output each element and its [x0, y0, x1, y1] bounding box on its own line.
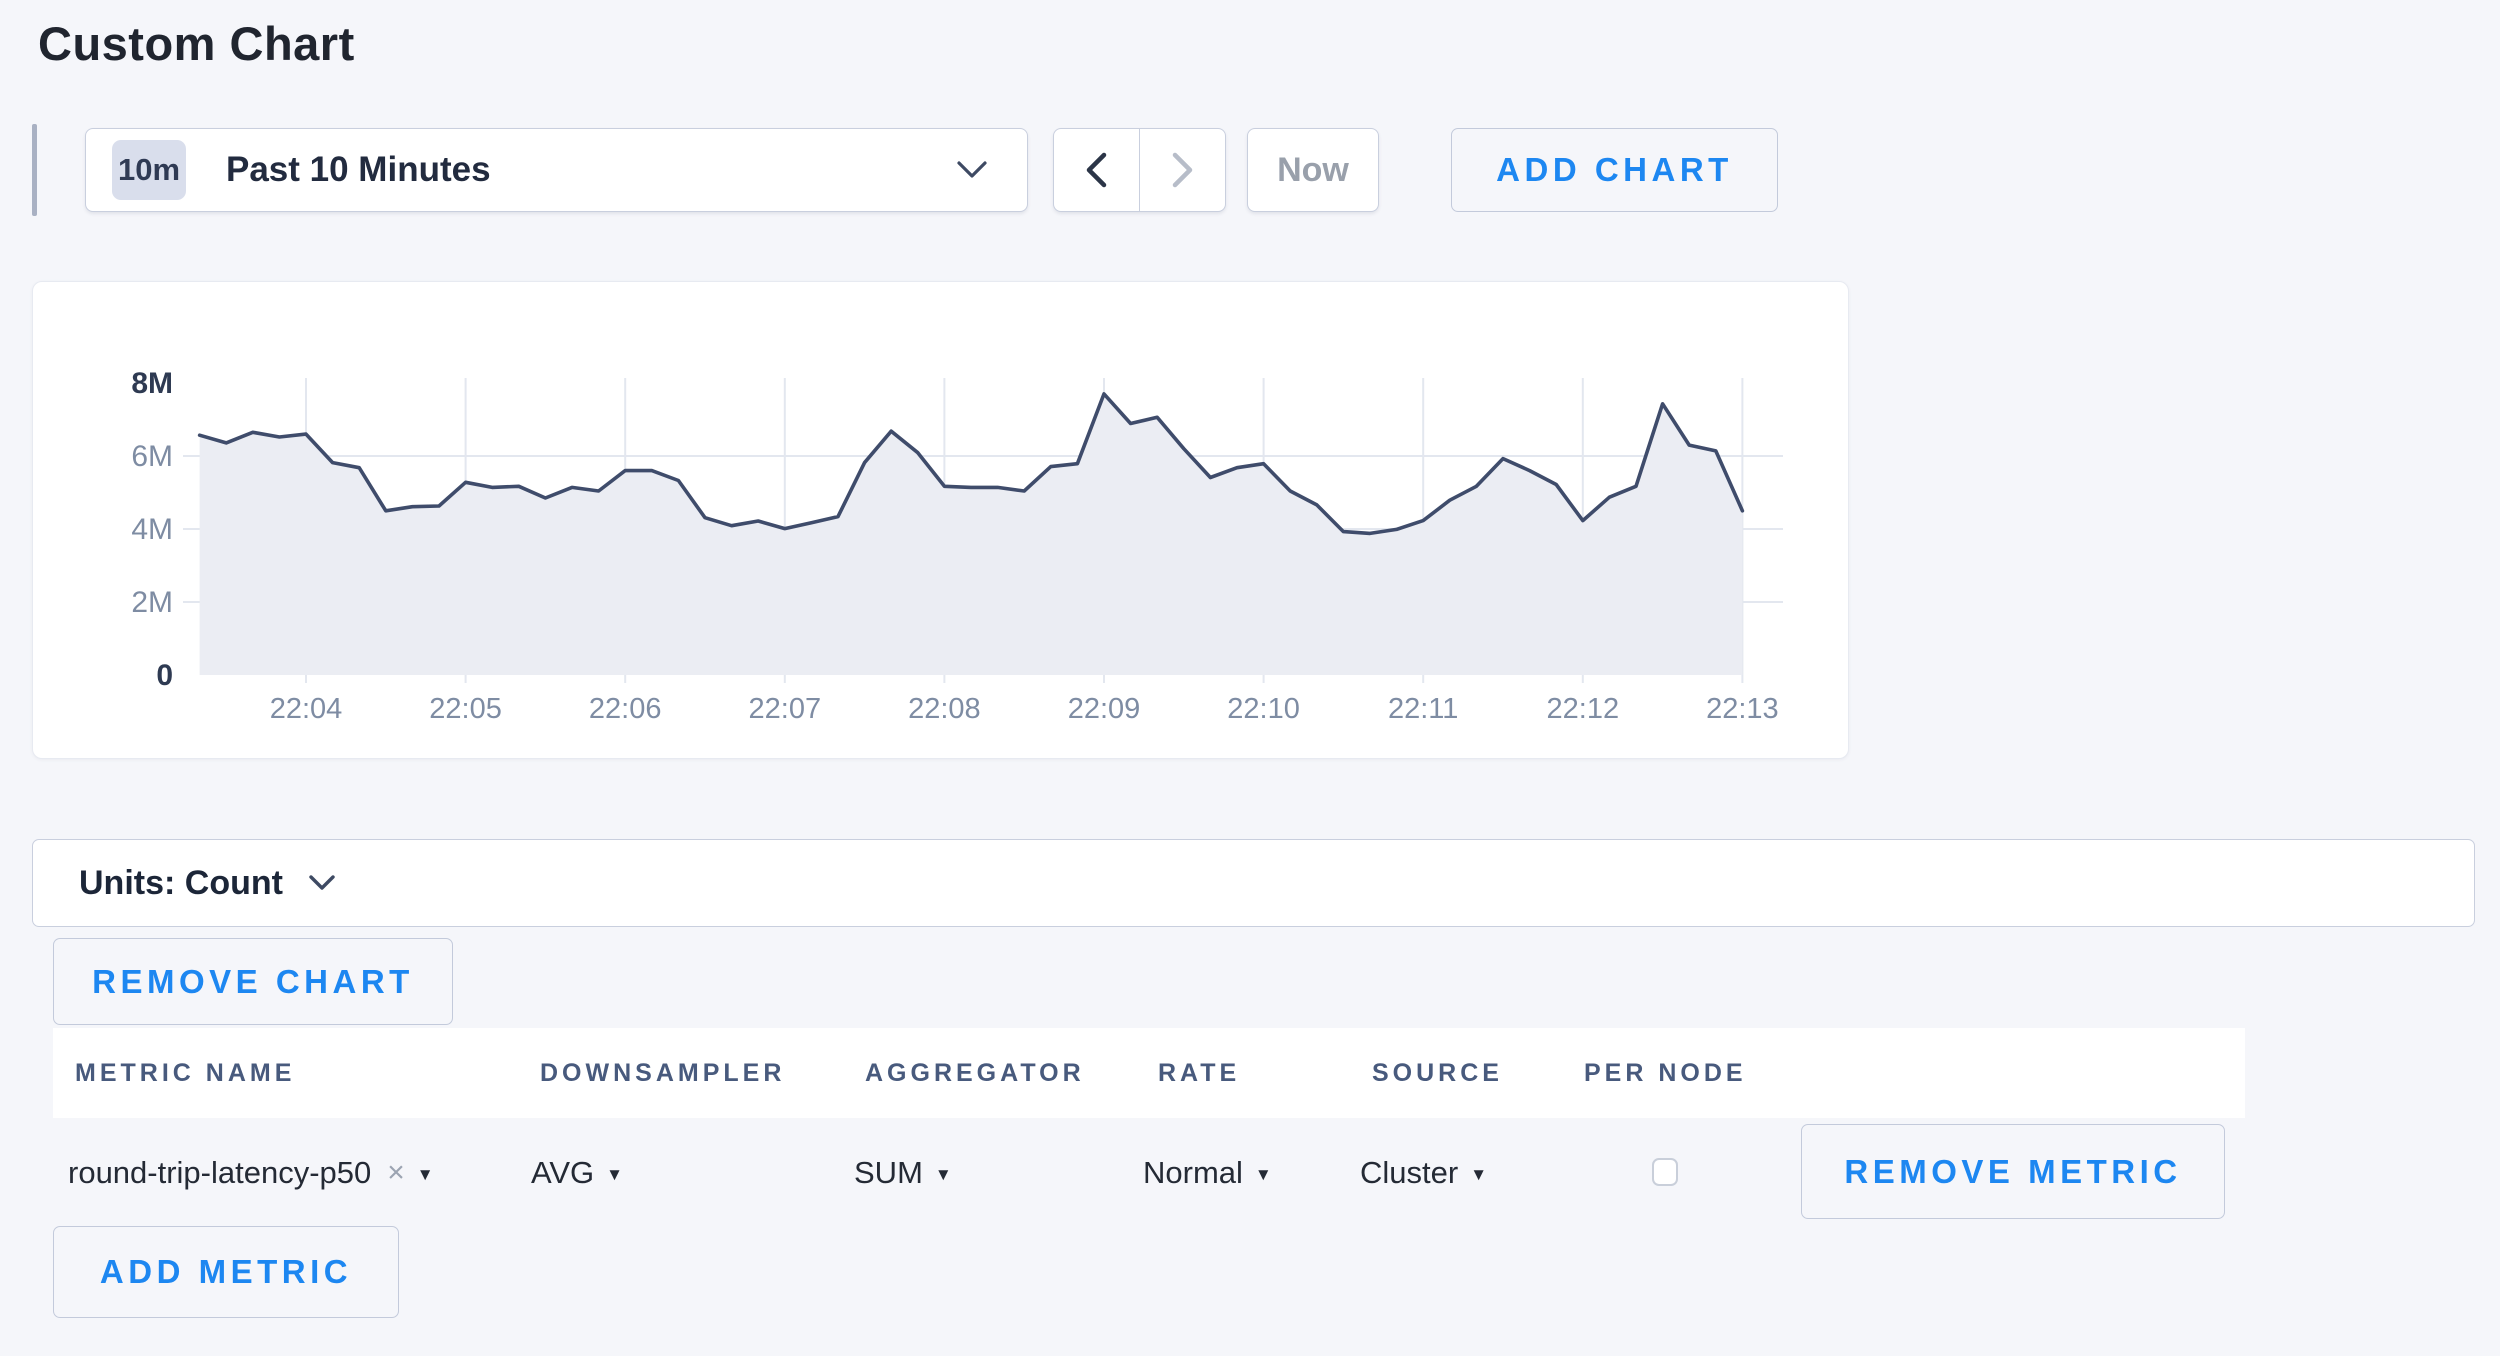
- column-header-metric-name: METRIC NAME: [75, 1058, 296, 1087]
- dropdown-arrow-icon: ▼: [934, 1165, 952, 1184]
- svg-text:4M: 4M: [131, 513, 173, 546]
- time-window-select[interactable]: 10m Past 10 Minutes: [85, 128, 1028, 212]
- chevron-left-icon: [1083, 151, 1109, 189]
- column-header-per-node: PER NODE: [1584, 1058, 1747, 1087]
- column-header-source: SOURCE: [1372, 1058, 1503, 1087]
- dropdown-arrow-icon: ▼: [606, 1165, 623, 1184]
- page-title: Custom Chart: [38, 17, 355, 70]
- column-header-rate: RATE: [1158, 1058, 1241, 1087]
- add-chart-button[interactable]: ADD CHART: [1451, 128, 1778, 212]
- metrics-table-header: METRIC NAME DOWNSAMPLER AGGREGATOR RATE …: [53, 1028, 2245, 1118]
- metric-name-value: round-trip-latency-p50: [68, 1155, 372, 1190]
- column-header-aggregator: AGGREGATOR: [865, 1058, 1085, 1087]
- chevron-down-icon: [955, 159, 989, 181]
- chevron-down-icon: [307, 873, 337, 893]
- svg-text:22:11: 22:11: [1388, 693, 1458, 725]
- column-header-downsampler: DOWNSAMPLER: [540, 1058, 786, 1087]
- time-nav-group: [1053, 128, 1226, 212]
- svg-text:22:09: 22:09: [1068, 693, 1141, 725]
- source-value: Cluster: [1360, 1155, 1459, 1190]
- prev-time-button[interactable]: [1054, 129, 1139, 211]
- dropdown-arrow-icon: ▼: [1254, 1165, 1272, 1184]
- svg-text:8M: 8M: [131, 367, 173, 400]
- next-time-button[interactable]: [1140, 129, 1225, 211]
- units-select[interactable]: Units: Count: [32, 839, 2475, 927]
- accent-bar: [32, 124, 37, 216]
- downsampler-value: AVG: [531, 1155, 595, 1190]
- remove-metric-button[interactable]: REMOVE METRIC: [1801, 1124, 2225, 1219]
- metric-name-select[interactable]: round-trip-latency-p50 × ▼: [68, 1128, 434, 1218]
- units-label: Units: Count: [79, 863, 283, 902]
- svg-text:22:08: 22:08: [908, 693, 981, 725]
- custom-chart-panel: 0 2M 4M 6M 8M 22:04 22:05 22:06 22:07 22:08 22:09 2…: [32, 281, 1849, 759]
- downsampler-select[interactable]: AVG ▼: [531, 1128, 623, 1218]
- chevron-right-icon: [1170, 151, 1196, 189]
- divider: [1138, 129, 1141, 211]
- dropdown-arrow-icon: ▼: [416, 1165, 434, 1184]
- timeseries-chart: 0 2M 4M 6M 8M 22:04 22:05 22:06 22:07 22:08 22:09 2…: [131, 367, 1783, 725]
- per-node-checkbox[interactable]: [1652, 1158, 1678, 1186]
- time-window-badge: 10m: [112, 140, 186, 200]
- rate-value: Normal: [1143, 1155, 1243, 1190]
- svg-text:0: 0: [156, 659, 173, 692]
- rate-select[interactable]: Normal ▼: [1143, 1128, 1272, 1218]
- source-select[interactable]: Cluster ▼: [1360, 1128, 1487, 1218]
- remove-chart-button[interactable]: REMOVE CHART: [53, 938, 453, 1025]
- svg-text:22:06: 22:06: [589, 693, 662, 725]
- dropdown-arrow-icon: ▼: [1470, 1165, 1488, 1184]
- svg-text:22:05: 22:05: [429, 693, 502, 725]
- svg-text:22:07: 22:07: [749, 693, 822, 725]
- aggregator-value: SUM: [854, 1155, 923, 1190]
- clear-metric-icon[interactable]: ×: [387, 1156, 405, 1189]
- aggregator-select[interactable]: SUM ▼: [854, 1128, 952, 1218]
- svg-text:2M: 2M: [131, 586, 173, 619]
- now-button[interactable]: Now: [1247, 128, 1379, 212]
- svg-text:22:04: 22:04: [270, 693, 343, 725]
- time-window-label: Past 10 Minutes: [226, 150, 491, 189]
- svg-text:22:13: 22:13: [1706, 693, 1779, 725]
- svg-text:22:10: 22:10: [1227, 693, 1300, 725]
- svg-text:22:12: 22:12: [1547, 693, 1620, 725]
- add-metric-button[interactable]: ADD METRIC: [53, 1226, 399, 1318]
- svg-text:6M: 6M: [131, 440, 173, 473]
